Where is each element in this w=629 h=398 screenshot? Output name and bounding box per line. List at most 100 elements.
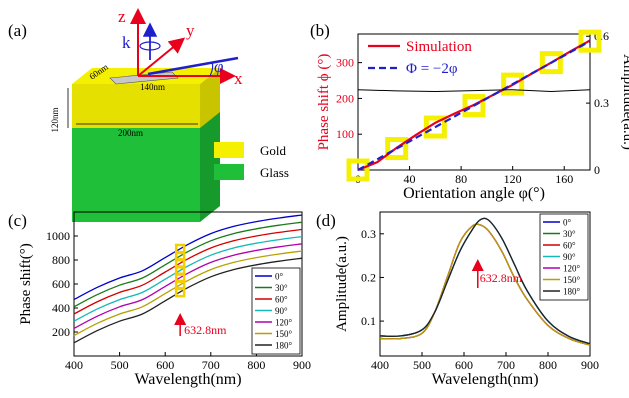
plot-frame [357, 33, 591, 171]
y-tick-label: 300 [336, 56, 354, 70]
k-vector-label: k [122, 33, 131, 52]
dim-140-label: 140nm [140, 82, 165, 92]
x-tick-label: 900 [293, 358, 311, 372]
panel-c-label: (c) [8, 211, 27, 230]
x-tick-label: 40 [404, 172, 416, 186]
y2-tick-label: 0.3 [594, 96, 609, 110]
series-line [73, 250, 303, 337]
y-tick-label: 200 [336, 91, 354, 105]
dim-120-label: 120nm [50, 107, 60, 132]
z-axis-label: z [118, 7, 126, 26]
data-marker [501, 72, 525, 96]
x-tick-label: 700 [202, 358, 220, 372]
x-tick-label: 800 [539, 358, 557, 372]
gold-front [72, 84, 200, 128]
panel-d-label: (d) [316, 211, 336, 230]
y-tick-label: 400 [52, 301, 70, 315]
data-marker [423, 115, 447, 139]
legend-label: 120° [563, 264, 581, 274]
data-marker [346, 158, 370, 182]
data-marker [539, 51, 563, 75]
gold-side [200, 68, 220, 128]
wavelength-annotation: 632.8nm [184, 323, 227, 337]
x-tick-label: 160 [555, 172, 573, 186]
chart-c: 400 500 600 700 800 900 200 400 600 800 1000 Wavele… [18, 211, 311, 388]
legend-label: Simulation [406, 39, 472, 55]
phi-label: φ [214, 57, 223, 76]
panel-a-label: (a) [8, 21, 27, 40]
dim-200-label: 200nm [118, 128, 143, 138]
chart-d: 400 500 600 700 800 900 0.1 0.2 0.3 Wavelength(nm… [334, 211, 599, 388]
series-line [73, 243, 303, 329]
legend-label: 30° [275, 283, 288, 293]
x-tick-label: 700 [497, 358, 515, 372]
y-tick-label: 200 [52, 325, 70, 339]
legend-label: 30° [563, 229, 576, 239]
legend-label: 0° [275, 272, 284, 282]
legend-label: 150° [275, 329, 293, 339]
x-tick-label: 400 [371, 358, 389, 372]
legend-label: Φ = −2φ [406, 61, 458, 77]
legend-glass-swatch [214, 164, 244, 180]
panel-b-label: (b) [310, 21, 330, 40]
series-line [379, 217, 591, 345]
data-marker [578, 29, 602, 53]
y-tick-label: 0.3 [361, 227, 376, 241]
y-tick-label: 600 [52, 277, 70, 291]
series-line [73, 235, 303, 322]
y-axis-label: y [186, 21, 195, 40]
legend-label: 150° [563, 275, 581, 285]
data-marker [462, 94, 486, 118]
series-line [73, 228, 303, 315]
y-tick-label: 800 [52, 253, 70, 267]
x-tick-label: 500 [111, 358, 129, 372]
series-line--2- [357, 40, 591, 171]
y2-axis-title: Amplitude(a.u.) [620, 54, 629, 150]
series-line-amplitude [357, 89, 591, 93]
y-tick-label: 0.2 [361, 270, 376, 284]
y-tick-label: 0.1 [361, 314, 376, 328]
series-line [73, 214, 303, 301]
legend-glass-label: Glass [260, 165, 289, 180]
x-tick-label: 400 [65, 358, 83, 372]
x-tick-label: 600 [156, 358, 174, 372]
legend-label: 60° [275, 295, 288, 305]
legend-label: 180° [275, 341, 293, 351]
x-tick-label: 120 [504, 172, 522, 186]
x-axis-title: Orientation angle φ(°) [403, 185, 545, 202]
legend-label: 180° [563, 287, 581, 297]
y-tick-label: 100 [336, 127, 354, 141]
plot-frame [379, 211, 591, 357]
y-axis-arrow [137, 37, 186, 77]
chart-b: 0 40 80 120 160 100 200 300 Orientation angle φ(… [316, 29, 629, 202]
legend-label: 60° [563, 241, 576, 251]
series-line [73, 257, 303, 344]
panel-a: (a) 120nm 200nm 140nm 60nm z y x φ k Gol… [8, 7, 289, 222]
x-axis-title: Wavelength(nm) [134, 371, 241, 388]
x-tick-label: 800 [247, 358, 265, 372]
legend-label: 90° [275, 306, 288, 316]
x-axis-label: x [234, 69, 243, 88]
y-axis-title: Phase shift ϕ (°) [316, 54, 332, 151]
legend-label: 120° [275, 318, 293, 328]
highlight-marker [174, 286, 186, 298]
legend-label: 0° [563, 218, 572, 228]
polarization-rotation-icon [139, 41, 161, 51]
x-tick-label: 80 [455, 172, 467, 186]
y-axis-title: Amplitude(a.u.) [334, 236, 350, 332]
x-tick-label: 500 [413, 358, 431, 372]
x-tick-label: 900 [581, 358, 599, 372]
y-axis-title: Phase shift(°) [18, 243, 34, 324]
legend-gold-swatch [214, 142, 244, 158]
series-line [73, 221, 303, 308]
series-line [379, 223, 591, 346]
glass-front [72, 108, 200, 222]
y2-tick-label: 0 [594, 163, 600, 177]
x-axis-title: Wavelength(nm) [431, 371, 538, 388]
phi-arc [209, 61, 214, 77]
rotation-line [147, 56, 239, 76]
x-tick-label: 600 [455, 358, 473, 372]
y-tick-label: 1000 [46, 229, 70, 243]
glass-side [200, 92, 220, 222]
